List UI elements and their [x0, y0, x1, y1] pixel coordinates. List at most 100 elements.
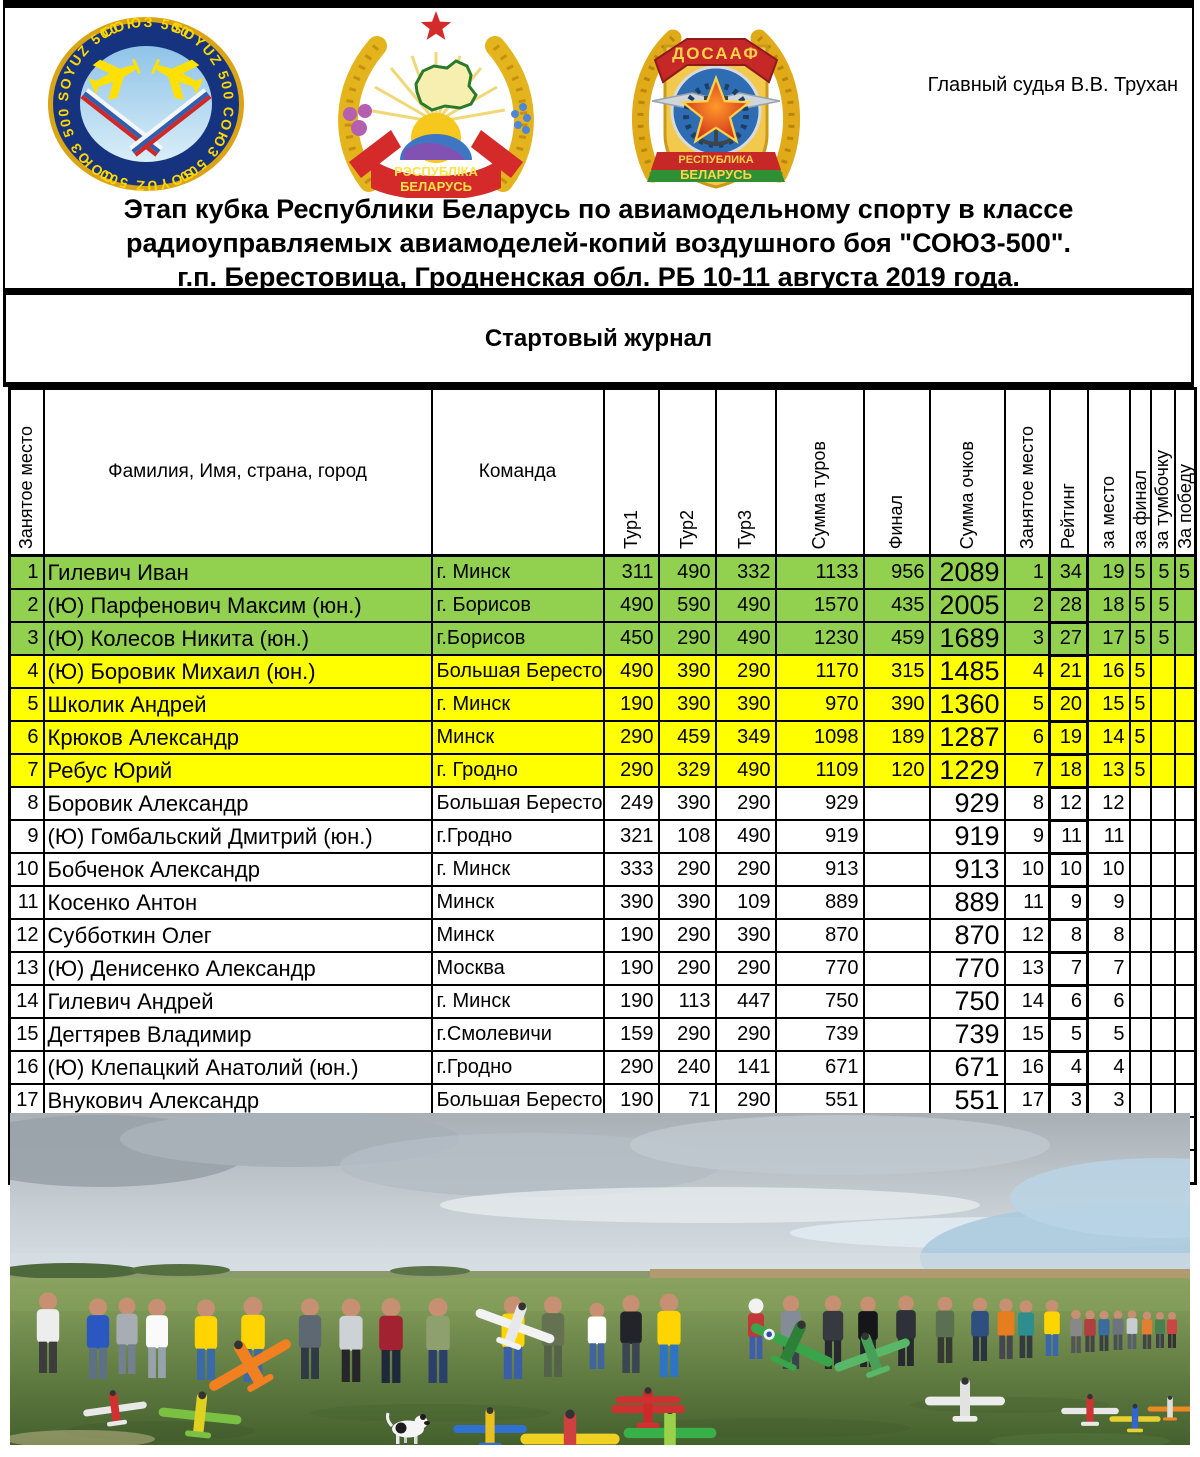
cell-team: г. Борисов — [430, 588, 605, 623]
cell-bonus-final — [1128, 819, 1152, 854]
cell-rounds-sum: 1133 — [774, 554, 865, 590]
cell-team: г.Борисов — [430, 621, 605, 656]
group-photo — [10, 1113, 1190, 1445]
table-row: 16 (Ю) Клепацкий Анатолий (юн.) г.Гродно… — [8, 1049, 1197, 1086]
cell-bonus-final — [1128, 1017, 1152, 1052]
cell-name: (Ю) Колесов Никита (юн.) — [42, 621, 433, 656]
cell-round2: 459 — [657, 720, 717, 755]
cell-place-right: 12 — [1003, 918, 1051, 953]
cell-final — [862, 885, 931, 920]
cell-bonus-win — [1173, 1017, 1197, 1052]
cell-bonus-win — [1173, 984, 1197, 1019]
cell-final — [862, 951, 931, 986]
cell-bonus-podium — [1149, 786, 1176, 821]
cell-place: 5 — [8, 687, 45, 722]
cell-round2: 390 — [657, 654, 717, 689]
col-bonus-place: за место — [1086, 387, 1131, 557]
cell-round2: 113 — [657, 984, 717, 1019]
cell-final: 390 — [862, 687, 931, 722]
cell-rounds-sum: 1230 — [774, 621, 865, 656]
cell-bonus-podium — [1149, 753, 1176, 788]
cell-place: 10 — [8, 852, 45, 887]
belarus-map — [414, 59, 478, 112]
cell-place-right: 8 — [1003, 786, 1051, 821]
cell-points-sum: 1287 — [928, 720, 1006, 755]
cell-bonus-win — [1173, 918, 1197, 953]
col-round1: Тур1 — [602, 387, 660, 557]
cell-place-right: 10 — [1003, 852, 1051, 887]
cell-round1: 190 — [602, 984, 660, 1019]
cell-bonus-final: 5 — [1128, 687, 1152, 722]
cell-round1: 249 — [602, 786, 660, 821]
cell-rating: 19 — [1048, 719, 1089, 756]
plane-left-icon — [88, 59, 141, 100]
cell-bonus-win — [1173, 819, 1197, 854]
cell-round2: 290 — [657, 621, 717, 656]
cell-round3: 349 — [714, 720, 777, 755]
model-planes — [80, 1288, 1190, 1445]
cell-bonus-podium — [1149, 984, 1176, 1019]
cell-final: 189 — [862, 720, 931, 755]
col-round3: Тур3 — [714, 387, 777, 557]
section-title-block: Стартовый журнал — [3, 290, 1194, 387]
cell-bonus-final — [1128, 918, 1152, 953]
cell-place: 16 — [8, 1050, 45, 1085]
table-row: 1 Гилевич Иван г. Минск 311 490 332 1133… — [8, 554, 1197, 591]
cell-final: 120 — [862, 753, 931, 788]
cell-round3: 447 — [714, 984, 777, 1019]
cell-points-sum: 1360 — [928, 687, 1006, 722]
cell-points-sum: 889 — [928, 885, 1006, 920]
cell-round3: 490 — [714, 588, 777, 623]
cell-rating: 20 — [1048, 686, 1089, 723]
cell-bonus-final: 5 — [1128, 588, 1152, 623]
clover-flowers — [343, 104, 372, 136]
cell-round3: 490 — [714, 753, 777, 788]
cell-rounds-sum: 1170 — [774, 654, 865, 689]
cell-name: (Ю) Гомбальский Дмитрий (юн.) — [42, 819, 433, 854]
cell-round1: 290 — [602, 720, 660, 755]
cell-place-right: 4 — [1003, 654, 1051, 689]
cell-name: Косенко Антон — [42, 885, 433, 920]
cell-bonus-podium: 5 — [1149, 621, 1176, 656]
cell-round3: 332 — [714, 554, 777, 590]
cell-team: Минск — [430, 885, 605, 920]
cell-bonus-final: 5 — [1128, 753, 1152, 788]
cell-final: 459 — [862, 621, 931, 656]
cell-rating: 5 — [1048, 1016, 1089, 1053]
cell-points-sum: 770 — [928, 951, 1006, 986]
table-header-row: Занятое место Фамилия, Имя, страна, горо… — [8, 387, 1197, 557]
cell-place-right: 9 — [1003, 819, 1051, 854]
cell-bonus-place: 14 — [1086, 720, 1131, 755]
cell-round3: 290 — [714, 786, 777, 821]
cell-team: Минск — [430, 918, 605, 953]
cell-bonus-win — [1173, 885, 1197, 920]
cell-team: г.Гродно — [430, 819, 605, 854]
col-team: Команда — [430, 387, 605, 557]
cell-points-sum: 913 — [928, 852, 1006, 887]
table-row: 8 Боровик Александр Большая Берестовица … — [8, 785, 1197, 822]
cell-bonus-win — [1173, 1050, 1197, 1085]
cell-round3: 290 — [714, 852, 777, 887]
table-row: 15 Дегтярев Владимир г.Смолевичи 159 290… — [8, 1016, 1197, 1053]
col-points-sum: Сумма очков — [928, 387, 1006, 557]
cell-bonus-place: 13 — [1086, 753, 1131, 788]
cell-rounds-sum: 551 — [774, 1083, 865, 1118]
cell-points-sum: 739 — [928, 1017, 1006, 1052]
cell-final — [862, 786, 931, 821]
cell-bonus-win — [1173, 852, 1197, 887]
belarus-emblem-icon: РЭСПУБЛІКА БЕЛАРУСЬ — [338, 11, 534, 198]
event-title-line1: Этап кубка Республики Беларусь по авиамо… — [123, 194, 1074, 224]
cell-bonus-win — [1173, 588, 1197, 623]
cell-name: Внукович Александр — [42, 1083, 433, 1118]
cell-rating: 4 — [1048, 1049, 1089, 1086]
cell-rounds-sum: 929 — [774, 786, 865, 821]
cell-round1: 311 — [602, 554, 660, 590]
cell-place: 17 — [8, 1083, 45, 1118]
cell-rounds-sum: 913 — [774, 852, 865, 887]
cell-bonus-place: 19 — [1086, 554, 1131, 590]
cell-bonus-win: 5 — [1173, 554, 1197, 590]
cell-points-sum: 750 — [928, 984, 1006, 1019]
people-row — [36, 1292, 1177, 1383]
belarus-ribbon-line1: РЭСПУБЛІКА — [394, 164, 478, 179]
